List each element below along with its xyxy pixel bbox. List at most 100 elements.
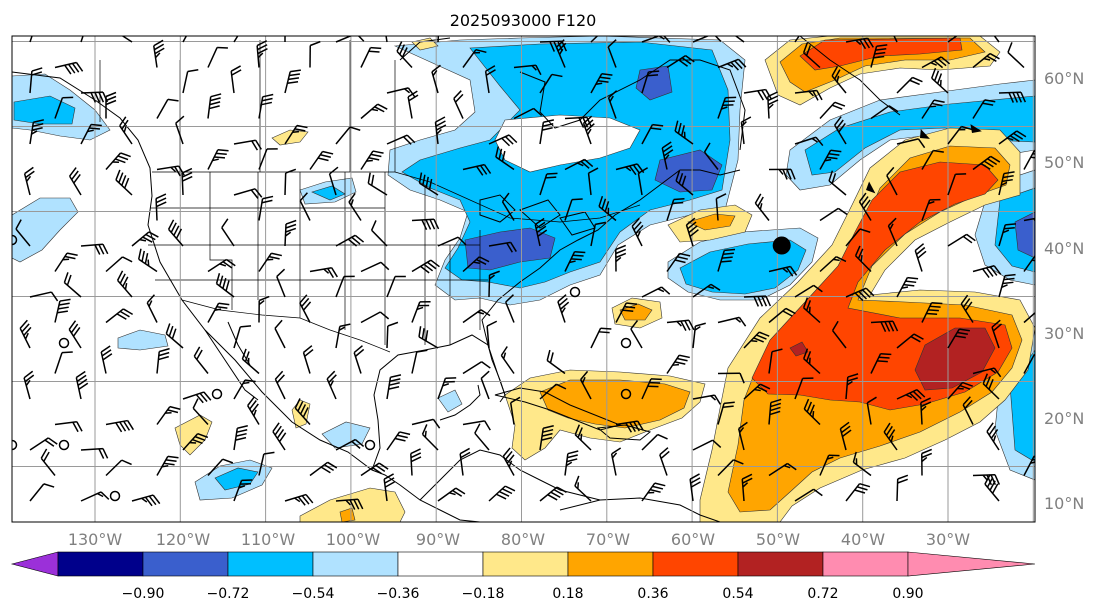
wind-barb-flag	[683, 131, 686, 139]
wind-barb	[54, 61, 84, 75]
wind-barb-flag	[212, 158, 219, 162]
wind-barb	[105, 419, 135, 433]
colorbar-label: 0.54	[722, 586, 753, 602]
wind-barb-flag	[600, 327, 612, 330]
colorbar-segment	[482, 551, 569, 577]
wind-barb	[947, 173, 967, 196]
wind-barb-flag	[535, 64, 542, 76]
wind-barb	[105, 256, 133, 273]
wind-barb-flag	[730, 23, 739, 33]
wind-barb	[386, 275, 406, 298]
wind-barb	[794, 284, 823, 298]
wind-barb-flag	[595, 221, 606, 226]
wind-barb-flag	[721, 256, 733, 259]
wind-barb-flag	[452, 489, 463, 497]
wind-barb-shaft	[590, 36, 608, 43]
wind-barb	[462, 309, 491, 324]
colorbar-segment	[227, 551, 314, 577]
wind-barb-shaft	[985, 36, 1000, 43]
wind-barb-flag	[840, 425, 851, 434]
wind-barb-flag	[97, 492, 104, 498]
wind-barb-shaft	[794, 36, 808, 43]
wind-barb-flag	[742, 477, 753, 484]
wind-barb	[579, 370, 592, 400]
wind-barb-flag	[912, 76, 923, 83]
wind-barb-flag	[695, 322, 706, 327]
wind-barb	[284, 69, 301, 94]
wind-barb-flag	[181, 167, 193, 174]
wind-barb-flag	[105, 99, 117, 106]
wind-barb-flag	[878, 356, 890, 359]
wind-barb-flag	[159, 347, 170, 353]
wind-barb-flag	[209, 101, 221, 106]
wind-barb-flag	[328, 374, 337, 384]
wind-barb-flag	[258, 299, 265, 306]
wind-barb-flag	[299, 192, 308, 202]
wind-barb-flag	[72, 327, 81, 337]
wind-barb-flag	[782, 267, 789, 273]
wind-barb-flag	[789, 266, 798, 276]
wind-barb-flag	[24, 374, 35, 383]
wind-barb	[29, 36, 38, 43]
wind-barb-flag	[674, 361, 686, 365]
wind-barb	[80, 243, 109, 255]
wind-barb	[852, 451, 872, 477]
colorbar-segment	[397, 551, 484, 577]
wind-barb	[539, 73, 563, 94]
coastline-cuba	[494, 387, 622, 431]
wind-barb-flag	[402, 136, 412, 145]
wind-barb	[590, 327, 612, 349]
wind-barb-flag	[990, 429, 999, 439]
wind-barb-flag	[916, 389, 926, 398]
wind-barb-flag	[765, 295, 772, 307]
colorbar-segment	[312, 551, 399, 577]
wind-barb-flag	[571, 198, 583, 201]
wind-barb	[689, 473, 701, 502]
wind-barb-flag	[650, 378, 662, 381]
wind-barb	[233, 425, 248, 451]
wind-barb	[998, 130, 1027, 145]
wind-barb-shaft	[692, 36, 714, 43]
wind-barb-flag	[347, 238, 358, 247]
wind-barb-flag	[676, 320, 682, 327]
wind-barb-flag	[630, 320, 639, 330]
wind-barb-flag	[657, 288, 665, 293]
wind-barb	[692, 283, 721, 298]
wind-barb	[513, 107, 543, 120]
wind-barb-flag	[173, 225, 180, 236]
wind-barb	[119, 116, 133, 145]
wind-barb-flag	[241, 479, 253, 482]
wind-barb	[794, 377, 814, 400]
wind-barb-flag	[901, 286, 909, 289]
wind-barb-flag	[387, 321, 399, 327]
wind-barb	[931, 67, 949, 94]
wind-barb	[768, 398, 782, 425]
wind-barb	[29, 483, 55, 502]
wind-barb-flag	[21, 323, 30, 333]
wind-barb-flag	[384, 19, 394, 24]
wind-barb	[1023, 149, 1035, 170]
wind-barb-flag	[379, 311, 390, 320]
wind-barb-flag	[601, 198, 607, 210]
wind-barb	[845, 287, 875, 302]
wind-barb-flag	[66, 274, 72, 286]
wind-barb	[258, 93, 274, 119]
wind-barb-flag	[31, 127, 43, 131]
wind-barb-flag	[222, 277, 227, 289]
wind-barb-flag	[636, 230, 641, 238]
wind-barb-flag	[285, 219, 297, 225]
wind-barb-flag	[910, 335, 921, 343]
wind-barb-flag	[153, 43, 165, 51]
wind-barb	[207, 302, 230, 323]
wind-barb	[115, 169, 133, 196]
wind-barb-flag	[320, 154, 331, 158]
wind-barb-flag	[120, 152, 131, 158]
wind-barb-flag	[1034, 353, 1035, 357]
wind-barb	[386, 134, 416, 145]
wind-barb	[23, 166, 35, 196]
wind-barb-flag	[984, 99, 996, 103]
wind-barb-flag	[439, 24, 444, 28]
wind-barb	[998, 273, 1016, 298]
wind-barb	[453, 90, 464, 119]
wind-barb-flag	[423, 263, 434, 272]
